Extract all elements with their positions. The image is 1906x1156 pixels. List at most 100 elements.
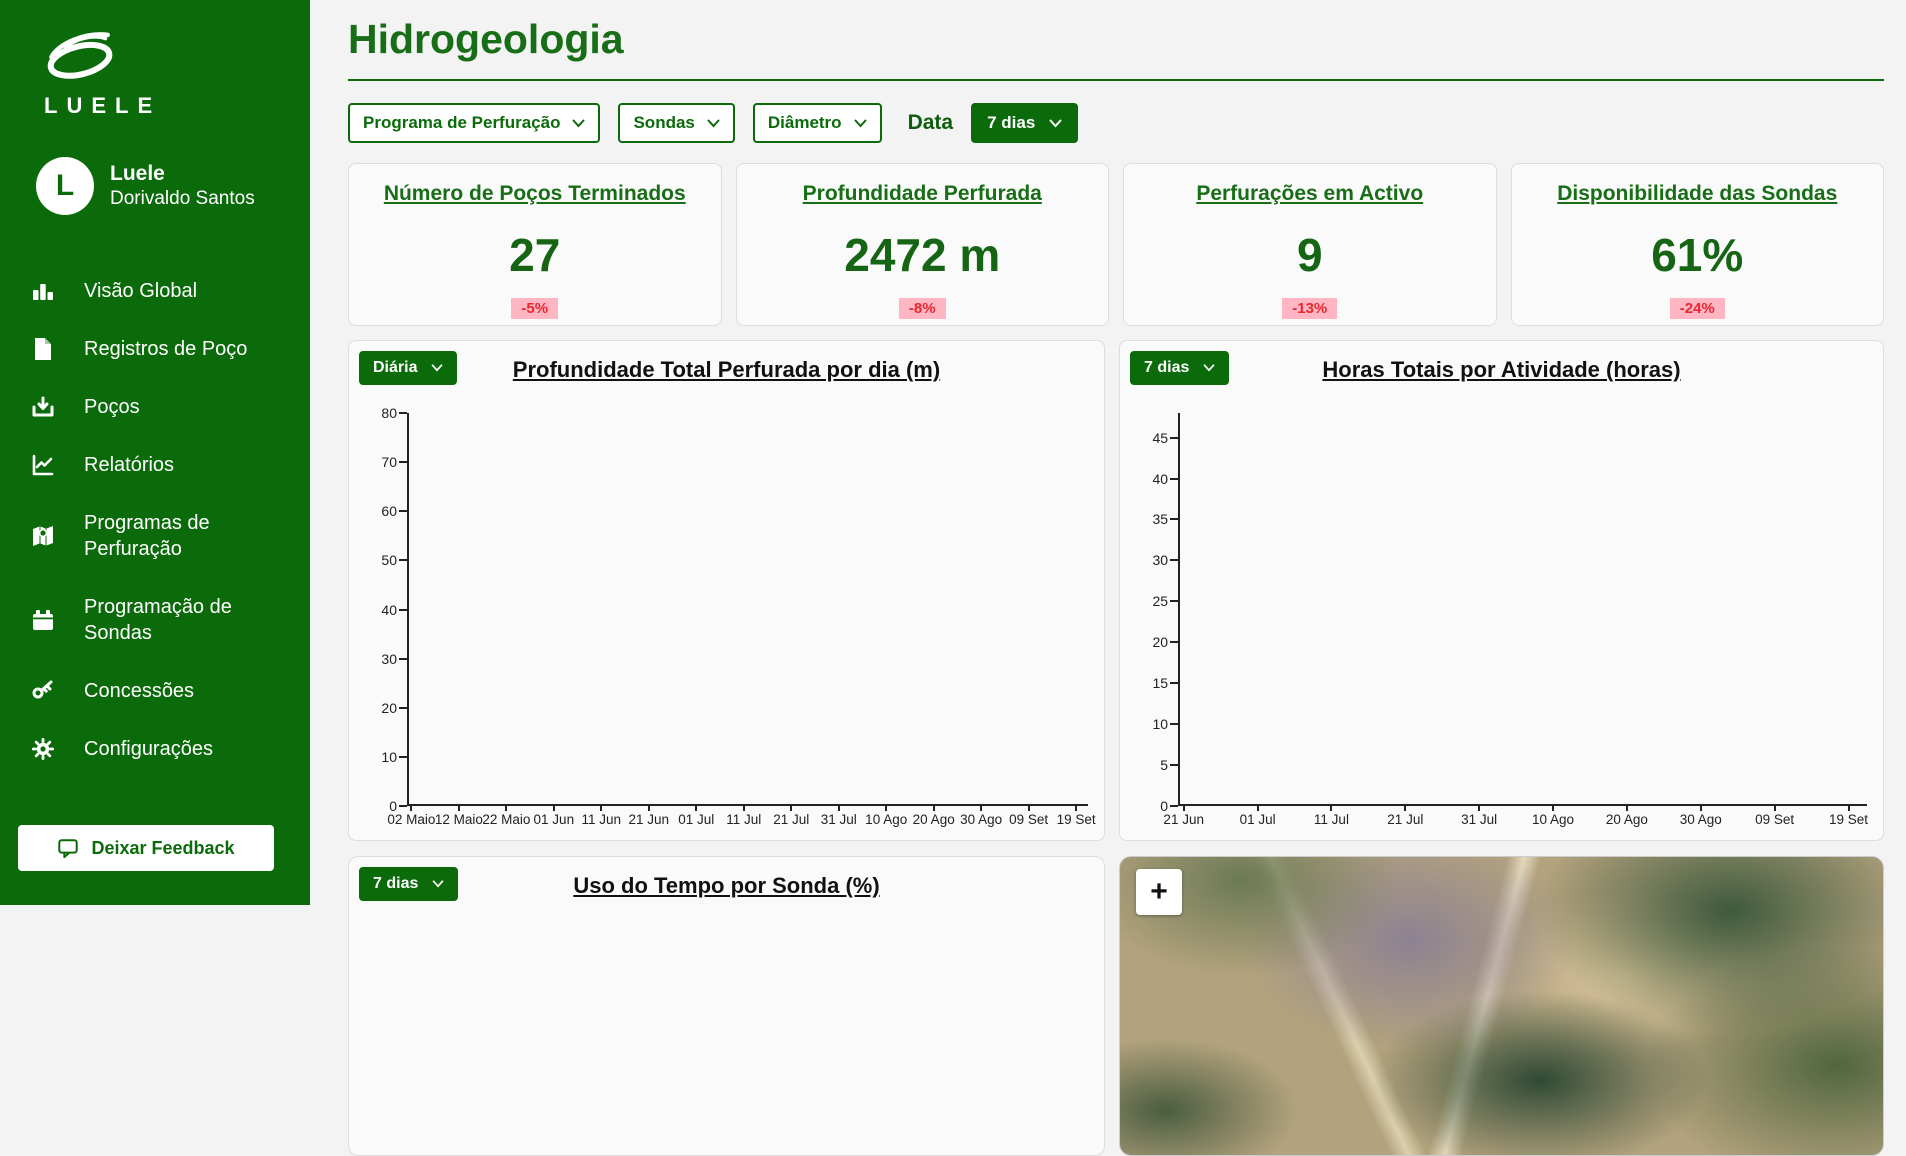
x-tick-label: 09 Set: [1009, 812, 1049, 827]
map-icon: [30, 524, 56, 548]
y-tick-label: 25: [1152, 593, 1169, 610]
kpi-title: Número de Poços Terminados: [383, 182, 686, 205]
y-tick-label: 20: [1152, 634, 1169, 651]
map-zoom-in-button[interactable]: +: [1136, 869, 1183, 915]
x-tick-label: 30 Ago: [960, 812, 1003, 827]
chart1-bars: [411, 413, 1086, 804]
date-range-value: 7 dias: [987, 113, 1036, 132]
y-tick-label: 30: [1152, 552, 1169, 569]
sidebar-item-programacao-de-sondas[interactable]: Programação de Sondas: [0, 583, 310, 657]
chart-card-horas-por-atividade: 7 dias Horas Totais por Atividade (horas…: [1119, 340, 1884, 841]
chart3-period-dropdown[interactable]: 7 dias: [359, 867, 459, 901]
sidebar-item-label: Configurações: [84, 738, 213, 760]
chart1-title: Profundidade Total Perfurada por dia (m): [512, 357, 941, 382]
chart2-plot: 0 5 10 15 20 25 30 35 40 45 21 Jun 01 Jul 11 Jul 21 …: [1134, 413, 1868, 827]
data-filter-label: Data: [907, 111, 954, 134]
chart1-period-dropdown[interactable]: Diária: [359, 351, 458, 385]
avatar: L: [36, 157, 94, 215]
chevron-down-icon: [431, 359, 443, 377]
sidebar-item-pocos[interactable]: Poços: [0, 383, 310, 431]
kpi-delta-badge: -24%: [1669, 298, 1725, 319]
sidebar-item-label: Concessões: [84, 680, 195, 702]
y-tick-label: 40: [1152, 470, 1169, 487]
kpi-delta-badge: -8%: [898, 298, 946, 319]
sidebar-item-label: Relatórios: [84, 454, 175, 476]
chart2-x-axis: 21 Jun 01 Jul 11 Jul 21 Jul 31 Jul 10 Ago 20 A…: [1163, 804, 1869, 830]
bottom-row: 7 dias Uso do Tempo por Sonda (%) +: [348, 856, 1884, 1156]
x-tick-label: 19 Set: [1829, 812, 1869, 827]
x-tick-label: 31 Jul: [820, 812, 857, 827]
y-tick-label: 10: [381, 748, 397, 765]
kpi-card-pocos-terminados: Número de Poços Terminados 27 -5%: [348, 163, 722, 326]
sidebar-item-relatorios[interactable]: Relatórios: [0, 441, 310, 489]
y-tick-label: 80: [381, 405, 397, 421]
sidebar-item-label: Poços: [84, 396, 140, 418]
kpi-card-profundidade-perfurada: Profundidade Perfurada 2472 m -8%: [735, 163, 1109, 326]
x-tick-label: 02 Maio: [387, 812, 436, 827]
y-tick-label: 5: [1160, 757, 1169, 774]
x-tick-label: 01 Jul: [678, 812, 715, 827]
y-tick-label: 20: [381, 699, 397, 716]
feedback-button[interactable]: Deixar Feedback: [18, 825, 274, 871]
x-tick-label: 30 Ago: [1679, 812, 1722, 827]
y-tick-label: 0: [1160, 798, 1169, 814]
y-tick-label: 40: [381, 601, 397, 618]
sidebar-item-configuracoes[interactable]: Configurações: [0, 725, 310, 773]
chevron-down-icon: [1049, 113, 1062, 133]
chevron-down-icon: [1203, 359, 1215, 377]
main-content: Hidrogeologia Programa de Perfuração Son…: [310, 0, 1906, 1156]
y-tick-label: 0: [389, 798, 397, 814]
date-range-dropdown[interactable]: 7 dias: [971, 103, 1079, 143]
kpi-title: Disponibilidade das Sondas: [1557, 182, 1838, 205]
sidebar-item-visao-global[interactable]: Visão Global: [0, 267, 310, 315]
x-tick-label: 12 Maio: [434, 812, 483, 827]
x-tick-label: 19 Set: [1056, 812, 1096, 827]
x-tick-label: 21 Jul: [1387, 812, 1424, 827]
chart2-period-value: 7 dias: [1144, 359, 1190, 376]
chart-card-profundidade-por-dia: Diária Profundidade Total Perfurada por …: [348, 340, 1106, 841]
x-tick-label: 09 Set: [1755, 812, 1795, 827]
kpi-value: 27: [509, 229, 561, 281]
x-tick-label: 21 Jun: [628, 812, 670, 827]
chevron-down-icon: [572, 113, 585, 133]
chart1-period-value: Diária: [373, 359, 418, 376]
x-tick-label: 01 Jul: [1239, 812, 1276, 827]
sidebar-item-concessoes[interactable]: Concessões: [0, 667, 310, 715]
x-tick-label: 22 Maio: [482, 812, 531, 827]
x-tick-label: 01 Jun: [533, 812, 575, 827]
bar-chart-icon: [30, 279, 56, 303]
sondas-filter-dropdown[interactable]: Sondas: [618, 103, 735, 143]
kpi-value: 2472 m: [844, 229, 1001, 281]
y-tick-label: 10: [1152, 716, 1169, 733]
x-tick-label: 20 Ago: [1605, 812, 1648, 827]
program-filter-label: Programa de Perfuração: [363, 113, 561, 132]
kpi-title: Perfurações em Activo: [1196, 182, 1424, 205]
sidebar-item-label: Programas de Perfuração: [84, 512, 210, 560]
y-tick-label: 35: [1152, 511, 1169, 528]
chart1-plot: 0 10 20 30 40 50 60 70 80 02 Maio 12 Maio 22 Maio 0…: [363, 405, 1095, 827]
chart2-title: Horas Totais por Atividade (horas): [1322, 357, 1681, 382]
y-tick-label: 70: [381, 454, 397, 471]
x-tick-label: 11 Jul: [726, 812, 762, 827]
key-icon: [30, 679, 56, 703]
x-tick-label: 10 Ago: [1532, 812, 1575, 827]
diametro-filter-label: Diâmetro: [767, 113, 842, 132]
satellite-map[interactable]: +: [1119, 856, 1884, 1156]
sidebar-item-programas-de-perfuracao[interactable]: Programas de Perfuração: [0, 499, 310, 573]
kpi-card-perfuracoes-activo: Perfurações em Activo 9 -13%: [1123, 163, 1497, 326]
calendar-icon: [30, 608, 56, 632]
user-subtitle: Dorivaldo Santos: [110, 188, 255, 209]
brand-logo: LUELE: [0, 0, 310, 119]
chart3-period-value: 7 dias: [373, 875, 419, 892]
program-filter-dropdown[interactable]: Programa de Perfuração: [348, 103, 601, 143]
kpi-row: Número de Poços Terminados 27 -5% Profun…: [348, 163, 1884, 326]
x-tick-label: 21 Jul: [773, 812, 810, 827]
x-tick-label: 31 Jul: [1461, 812, 1498, 827]
chart2-period-dropdown[interactable]: 7 dias: [1130, 351, 1230, 385]
diametro-filter-dropdown[interactable]: Diâmetro: [752, 103, 882, 143]
chart-card-uso-do-tempo: 7 dias Uso do Tempo por Sonda (%): [348, 856, 1106, 1156]
charts-row: Diária Profundidade Total Perfurada por …: [348, 340, 1884, 841]
chart1-x-axis: 02 Maio 12 Maio 22 Maio 01 Jun 11 Jun 21 Jun 0…: [387, 804, 1096, 830]
document-icon: [30, 337, 56, 361]
sidebar-item-registros-de-poco[interactable]: Registros de Poço: [0, 325, 310, 373]
